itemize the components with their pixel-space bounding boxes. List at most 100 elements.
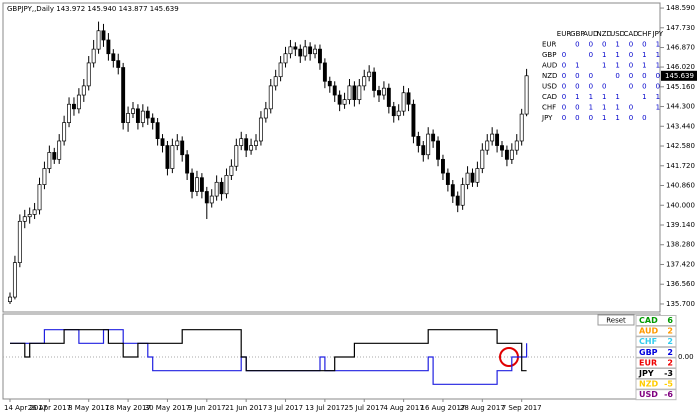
y-tick-label: 144.300 [666, 103, 695, 111]
matrix-cell: 0 [562, 104, 566, 112]
x-tick-label: 25 Jul 2017 [344, 404, 384, 412]
matrix-row-label: EUR [542, 41, 557, 49]
candle-body [327, 80, 332, 87]
strength-value: -6 [664, 390, 673, 399]
candle-body [411, 103, 416, 137]
y-tick-label: 140.000 [666, 201, 695, 209]
candle-body [106, 39, 111, 55]
strength-box [635, 389, 677, 401]
matrix-column: EUR [557, 30, 572, 38]
matrix-cell: 1 [589, 104, 593, 112]
candle-body [431, 133, 436, 142]
strength-name: CAD [639, 316, 658, 325]
strength-value: 2 [667, 337, 673, 346]
candle-body [234, 145, 239, 167]
candle-body [91, 48, 96, 64]
x-tick-label: 13 Jul 2017 [305, 404, 345, 412]
matrix-cell: 1 [575, 62, 579, 70]
candle-body [67, 103, 71, 123]
candle-body [258, 117, 263, 142]
matrix-cell: 1 [602, 114, 606, 122]
candle-body [190, 172, 194, 192]
x-tick-label: 21 Jun 2017 [225, 404, 267, 412]
x-tick-label: 4 Aug 2017 [383, 404, 423, 412]
candle-body [298, 48, 303, 57]
candle-body [475, 168, 480, 183]
strength-value: 6 [667, 316, 673, 325]
candle-body [485, 140, 490, 151]
candle-body [126, 113, 131, 123]
candle-body [357, 85, 362, 100]
matrix-cell: 0 [589, 72, 593, 80]
matrix-cell: 1 [656, 104, 660, 112]
strength-box [635, 346, 677, 358]
candle-body [140, 110, 145, 123]
matrix-row-label: CHF [542, 104, 556, 112]
candle-body [391, 106, 396, 117]
matrix-cell: 0 [562, 83, 566, 91]
matrix-cell: 0 [562, 93, 566, 101]
candle-body [17, 220, 22, 263]
indicator-line [10, 329, 527, 372]
candle-body [52, 152, 57, 160]
matrix-row-label: GBP [542, 51, 556, 59]
candle-body [185, 154, 190, 174]
matrix-cell: 1 [589, 93, 593, 101]
y-tick-label: 141.720 [666, 162, 695, 170]
candle-body [42, 168, 47, 185]
matrix-column: CHF [637, 30, 651, 38]
strength-name: CHF [639, 337, 657, 346]
matrix-cell: 0 [629, 104, 633, 112]
strength-box [635, 357, 677, 369]
candle-body [131, 108, 135, 114]
y-tick-label: 138.280 [666, 241, 695, 249]
strength-name: USD [639, 390, 658, 399]
strength-box [635, 336, 677, 348]
matrix-cell: 0 [562, 62, 566, 70]
candle-body [76, 94, 81, 110]
reset-label[interactable]: Reset [606, 317, 626, 325]
reset-button[interactable] [597, 314, 635, 326]
matrix-row-label: AUD [542, 62, 557, 70]
matrix-cell: 0 [629, 41, 633, 49]
candle-body [219, 181, 224, 195]
y-tick-label: 145.160 [666, 83, 695, 91]
y-tick-label: 0.00 [678, 353, 694, 361]
matrix-cell: 0 [615, 72, 619, 80]
candle-body [195, 177, 199, 192]
candle-body [372, 71, 377, 91]
matrix-cell: 1 [656, 93, 660, 101]
candle-body [160, 138, 165, 146]
candle-body [116, 60, 121, 68]
y-tick-label: 137.420 [666, 260, 695, 268]
candle-body [480, 149, 485, 169]
candle-body [441, 158, 445, 174]
candle-body [155, 122, 160, 140]
strength-value: 2 [667, 348, 673, 357]
matrix-cell: 1 [656, 41, 660, 49]
y-tick-label: 135.700 [666, 300, 695, 308]
candle-body [362, 76, 367, 87]
candle-body [332, 85, 337, 96]
candle-body [406, 92, 411, 105]
candle-body [145, 110, 150, 119]
chart-title: GBPJPY,,Daily 143.972 145.940 143.877 14… [7, 5, 179, 13]
matrix-column: GBP [570, 30, 584, 38]
matrix-cell: 0 [562, 72, 566, 80]
candle-body [470, 172, 475, 183]
matrix-cell: 0 [562, 51, 566, 59]
candle-body [165, 145, 170, 169]
candle-body [293, 46, 298, 50]
candle-body [175, 140, 180, 146]
matrix-cell: 0 [575, 41, 579, 49]
matrix-cell: 1 [602, 93, 606, 101]
candle-body [150, 117, 155, 123]
candle-body [308, 46, 313, 55]
matrix-cell: 0 [629, 51, 633, 59]
candle-body [337, 94, 342, 105]
matrix-cell: 0 [589, 51, 593, 59]
indicator-panel [2, 313, 661, 400]
matrix-cell: 0 [575, 72, 579, 80]
candle-body [121, 67, 126, 123]
